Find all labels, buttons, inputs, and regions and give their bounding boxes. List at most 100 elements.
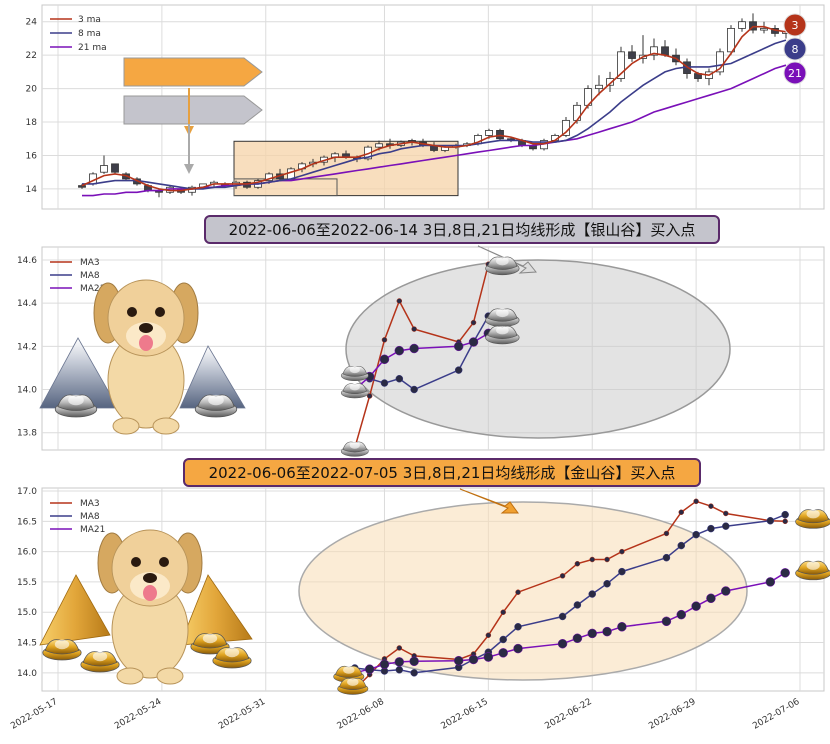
data-point (394, 657, 405, 667)
candle-body (738, 21, 746, 29)
puppy-paw (152, 417, 180, 435)
y-tick-label: 14 (26, 185, 38, 195)
x-tick-label: 2022-05-24 (113, 697, 164, 732)
puppy-nose (143, 573, 157, 583)
data-point (604, 556, 610, 563)
puppy-tongue (143, 585, 157, 601)
y-tick-label: 17.0 (17, 487, 37, 497)
data-point (619, 548, 625, 555)
silver-highlight-ellipse (345, 259, 731, 439)
data-point (364, 664, 375, 674)
data-point (394, 345, 405, 356)
data-point (558, 612, 567, 621)
data-point (676, 609, 687, 620)
y-tick-label: 15.0 (17, 608, 37, 618)
y-tick-label: 16 (26, 151, 38, 161)
gold-ingot-icon (795, 560, 830, 581)
data-point (395, 666, 404, 674)
gold-ingot-icon-shine (806, 509, 820, 519)
puppy-illustration-bottom (97, 529, 203, 685)
data-point (409, 343, 419, 354)
silver-valley-box (233, 178, 338, 197)
data-point (572, 633, 583, 644)
data-point (706, 593, 716, 604)
data-point (692, 530, 700, 539)
ma-end-badge-label: 21 (788, 67, 802, 80)
silver-ingot-icon-shine (68, 394, 84, 406)
x-tick-label: 2022-06-22 (543, 697, 593, 732)
y-tick-label: 24 (26, 18, 38, 28)
x-tick-label: 2022-06-15 (440, 697, 490, 732)
data-point (661, 616, 672, 627)
data-point (379, 354, 390, 365)
data-point (693, 498, 699, 505)
candle-body (606, 78, 614, 86)
data-point (721, 586, 731, 596)
y-tick-label: 14.0 (17, 669, 37, 679)
puppy-eye-right (159, 557, 169, 567)
legend-label: 8 ma (78, 29, 101, 39)
data-point (379, 659, 390, 670)
chart-title: 2022-06-06至2022-06-14 3日,8日,21日均线形成【银山谷】… (229, 221, 696, 239)
data-point (468, 337, 479, 347)
x-tick-label: 2022-05-31 (217, 697, 267, 732)
candle-body (111, 163, 119, 173)
gold-ingot-icon-shine (806, 561, 820, 570)
candle-body (617, 51, 625, 79)
gold-valley-box (233, 140, 459, 197)
title-pointer-arrow (459, 488, 519, 514)
series-line-ma21 (354, 572, 786, 674)
ma-end-badge (783, 13, 807, 37)
legend-label: MA21 (80, 525, 105, 535)
title-banner-middle: 2022-06-06至2022-06-14 3日,8日,21日均线形成【银山谷】… (204, 215, 720, 244)
y-tick-label: 16.5 (17, 517, 37, 527)
data-point (557, 638, 568, 649)
series-line-ma8 (354, 514, 786, 674)
data-point (617, 622, 627, 632)
puppy-illustration-middle (93, 279, 199, 435)
data-point (559, 573, 566, 579)
legend-label: MA8 (80, 271, 100, 281)
puppy-nose (139, 323, 153, 333)
y-tick-label: 14.0 (17, 386, 37, 396)
data-point (708, 503, 714, 509)
series-line-ma3 (354, 264, 490, 449)
ma-end-badge-label: 8 (792, 43, 799, 56)
data-point (618, 567, 626, 576)
data-point (470, 319, 477, 326)
data-point (707, 524, 715, 533)
ma-end-badge (783, 37, 807, 61)
gold-ingot-icon (190, 633, 230, 655)
silver-ingot-icon (54, 394, 98, 418)
y-tick-label: 18 (26, 118, 38, 128)
puppy-paw (116, 667, 144, 685)
gold-ingot-icon (337, 678, 369, 695)
gold-pyramid-icon (39, 574, 111, 646)
data-point (454, 366, 463, 374)
candle-body (78, 185, 86, 188)
x-tick-label: 2022-07-06 (751, 697, 802, 732)
title-banner-bottom: 2022-06-06至2022-07-05 3日,8日,21日均线形成【金山谷】… (183, 458, 701, 487)
legend-label: MA21 (80, 284, 105, 294)
silver-ingot-icon-shine (349, 441, 360, 449)
data-point (765, 577, 776, 587)
title-pointer-arrow (477, 245, 537, 274)
legend-top: 3 ma 8 ma 21 ma (50, 15, 107, 53)
silver-ingot-icon-shine (496, 256, 509, 266)
candle-body (375, 143, 383, 148)
data-point (499, 635, 507, 644)
legend-label: MA8 (80, 512, 100, 522)
puppy-paw (156, 667, 184, 685)
silver-buy-tag (123, 95, 263, 125)
gold-ingot-icon-shine (54, 639, 70, 650)
data-point (602, 626, 612, 637)
gold-ingot-icon-shine (202, 633, 218, 644)
silver-tag-arrowhead (184, 164, 194, 174)
silver-ingot-icon-shine (208, 394, 224, 406)
silver-ingot-icon-shine (496, 308, 509, 318)
gold-buy-tag-shape (123, 57, 263, 87)
data-point (453, 655, 464, 666)
gold-ingot-icon (795, 509, 830, 529)
legend-label: 3 ma (78, 15, 101, 25)
